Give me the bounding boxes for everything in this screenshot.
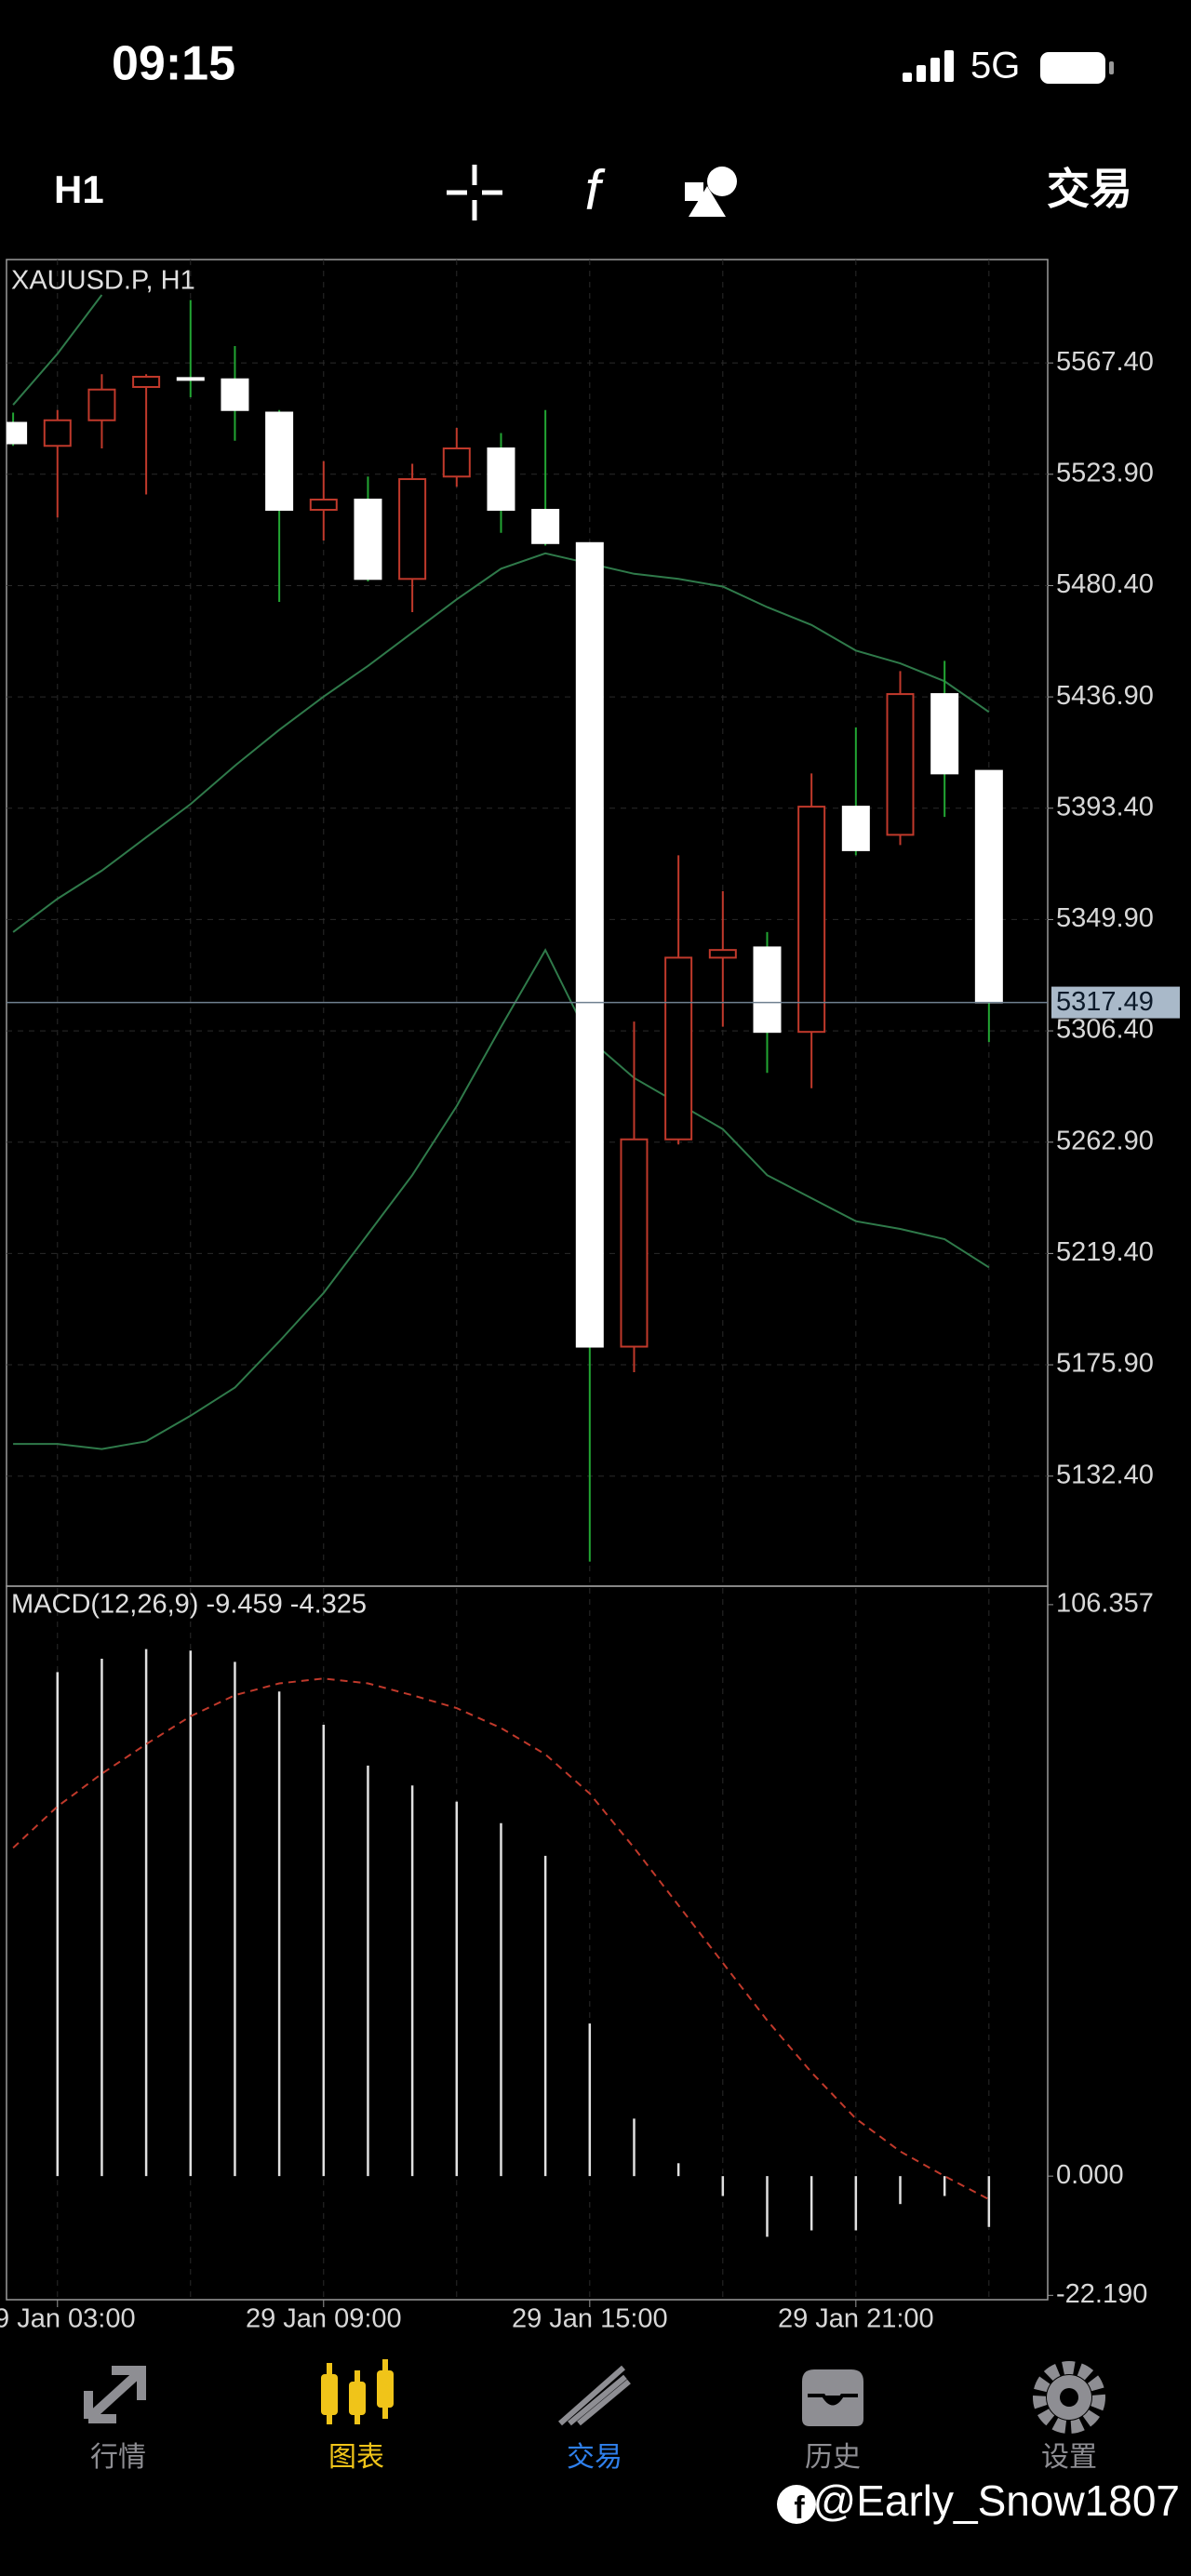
timeframe-button[interactable]: H1 bbox=[54, 167, 104, 211]
y-tick-label: 5480.40 bbox=[1056, 569, 1154, 599]
candle-body bbox=[620, 1138, 649, 1348]
x-tick-label: 29 Jan 09:00 bbox=[246, 2304, 402, 2334]
network: 5G bbox=[970, 46, 1020, 87]
y-tick-label: 5306.40 bbox=[1056, 1015, 1154, 1045]
candle-body bbox=[221, 378, 249, 411]
candle-body bbox=[708, 949, 737, 959]
last-price-label: 5317.49 bbox=[1056, 987, 1154, 1017]
candle-body bbox=[575, 541, 604, 1348]
y-tick-label: -22.190 bbox=[1056, 2279, 1147, 2309]
last-price-box bbox=[1051, 986, 1180, 1019]
candle-body bbox=[886, 693, 915, 836]
candle-body bbox=[753, 946, 782, 1034]
tab-settings[interactable]: 设置 bbox=[1033, 2361, 1105, 2473]
trade-button[interactable]: 交易 bbox=[1047, 165, 1132, 213]
x-tick-label: 29 Jan 15:00 bbox=[512, 2304, 668, 2334]
candle-body bbox=[797, 806, 826, 1034]
symbol-title: XAUUSD.P, H1 bbox=[11, 266, 195, 296]
tab-quotes[interactable]: 行情 bbox=[84, 2366, 146, 2473]
y-tick-label: 5219.40 bbox=[1056, 1237, 1154, 1267]
y-tick-label: 5523.90 bbox=[1056, 458, 1154, 487]
candle-body bbox=[487, 447, 515, 512]
candle-body bbox=[664, 956, 693, 1141]
x-tick-label: 29 Jan 21:00 bbox=[778, 2304, 934, 2334]
line bbox=[12, 294, 103, 406]
y-tick-label: 5436.90 bbox=[1056, 681, 1154, 711]
watermark-text: @Early_Snow1807 bbox=[813, 2476, 1180, 2525]
macd-title: MACD(12,26,9) -9.459 -4.325 bbox=[11, 1590, 367, 1620]
y-tick-label: 5262.90 bbox=[1056, 1126, 1154, 1155]
tab-label: 图表 bbox=[328, 2442, 384, 2473]
candle-body bbox=[7, 421, 28, 445]
candle-body bbox=[265, 411, 294, 512]
objects-button[interactable] bbox=[685, 167, 737, 217]
y-tick-label: 5567.40 bbox=[1056, 347, 1154, 377]
candle-body bbox=[87, 388, 116, 421]
tab-chart[interactable]: 图表 bbox=[321, 2359, 394, 2473]
line bbox=[12, 1677, 990, 2200]
y-tick-label: 106.357 bbox=[1056, 1589, 1154, 1619]
signal-icon bbox=[903, 50, 954, 82]
candle-body bbox=[974, 769, 1003, 1004]
tab-label: 行情 bbox=[90, 2442, 146, 2473]
tab-label: 历史 bbox=[805, 2442, 861, 2473]
x-tick-label: 29 Jan 03:00 bbox=[0, 2304, 136, 2334]
candle-body bbox=[442, 447, 471, 478]
watermark: f @Early_Snow1807 bbox=[777, 2476, 1180, 2526]
y-tick-label: 5132.40 bbox=[1056, 1460, 1154, 1489]
candle-body bbox=[43, 419, 72, 447]
candle-body bbox=[176, 377, 205, 381]
tab-history[interactable]: 历史 bbox=[798, 2366, 867, 2473]
clock: 09:15 bbox=[112, 37, 235, 91]
y-tick-label: 0.000 bbox=[1056, 2160, 1124, 2190]
candle-body bbox=[930, 693, 959, 775]
candle-body bbox=[531, 509, 560, 544]
battery-icon bbox=[1040, 52, 1114, 84]
tab-label: 交易 bbox=[567, 2442, 622, 2473]
indicators-button[interactable]: f bbox=[585, 159, 606, 221]
tab-trade[interactable]: 交易 bbox=[558, 2365, 631, 2473]
candle-body bbox=[132, 375, 161, 388]
candle-body bbox=[309, 499, 338, 512]
y-tick-label: 5175.90 bbox=[1056, 1349, 1154, 1379]
y-tick-label: 5349.90 bbox=[1056, 903, 1154, 933]
y-tick-label: 5393.40 bbox=[1056, 792, 1154, 821]
svg-text:f: f bbox=[794, 2490, 805, 2526]
candle-body bbox=[354, 499, 382, 581]
macd-panel bbox=[6, 1585, 1049, 2301]
line bbox=[13, 948, 990, 1450]
candle-body bbox=[398, 478, 427, 581]
tab-label: 设置 bbox=[1041, 2442, 1097, 2473]
candle-body bbox=[841, 806, 870, 851]
crosshair-button[interactable] bbox=[447, 165, 502, 220]
line bbox=[12, 552, 990, 933]
